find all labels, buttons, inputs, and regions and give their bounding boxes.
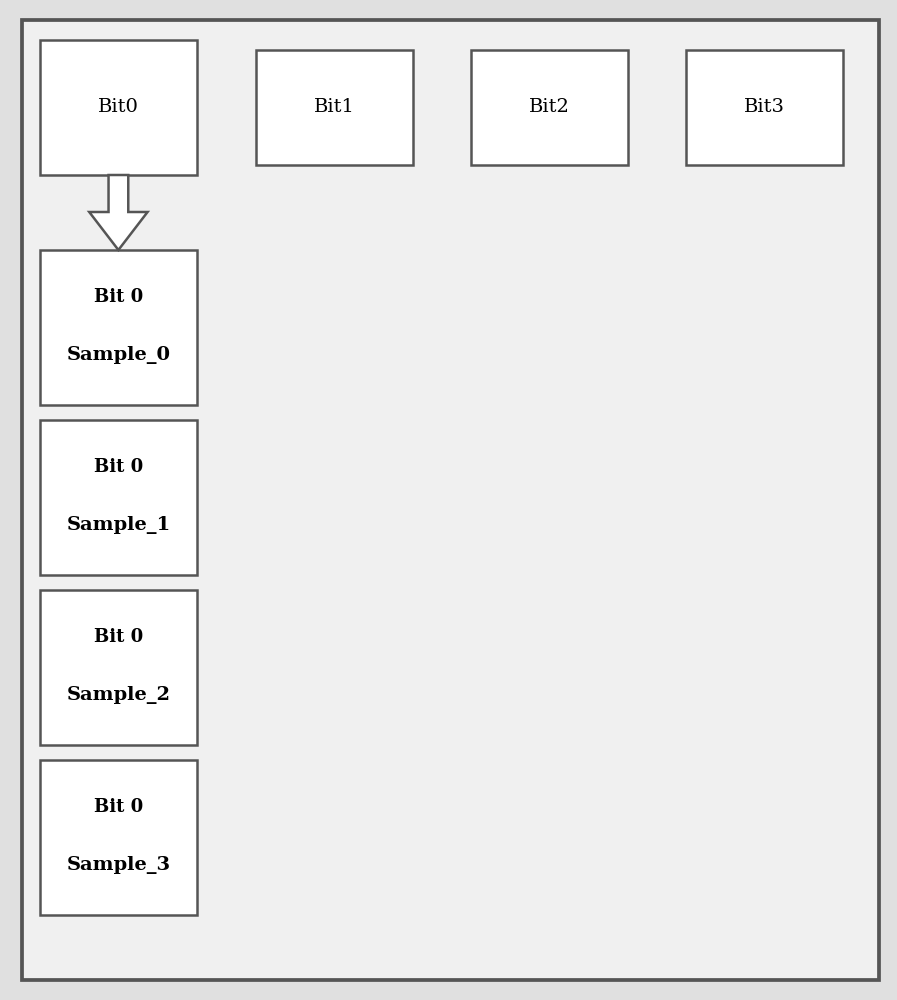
Text: Sample_3: Sample_3 bbox=[66, 856, 171, 874]
Text: Bit2: Bit2 bbox=[529, 99, 570, 116]
Bar bbox=[40, 40, 197, 175]
Text: Bit0: Bit0 bbox=[99, 99, 139, 116]
Text: Bit 0: Bit 0 bbox=[94, 288, 144, 306]
Polygon shape bbox=[90, 175, 147, 250]
Text: Bit3: Bit3 bbox=[745, 99, 785, 116]
Text: Sample_2: Sample_2 bbox=[67, 686, 170, 704]
Bar bbox=[40, 420, 197, 575]
Bar bbox=[686, 50, 843, 165]
Text: Bit 0: Bit 0 bbox=[94, 458, 144, 477]
Bar bbox=[40, 760, 197, 915]
Text: Bit 0: Bit 0 bbox=[94, 628, 144, 646]
Bar bbox=[40, 590, 197, 745]
Bar bbox=[256, 50, 413, 165]
Bar bbox=[40, 250, 197, 405]
Text: Sample_0: Sample_0 bbox=[67, 347, 170, 364]
Text: Bit 0: Bit 0 bbox=[94, 798, 144, 816]
Text: Sample_1: Sample_1 bbox=[66, 517, 171, 534]
Text: Bit1: Bit1 bbox=[314, 99, 354, 116]
Bar bbox=[471, 50, 628, 165]
